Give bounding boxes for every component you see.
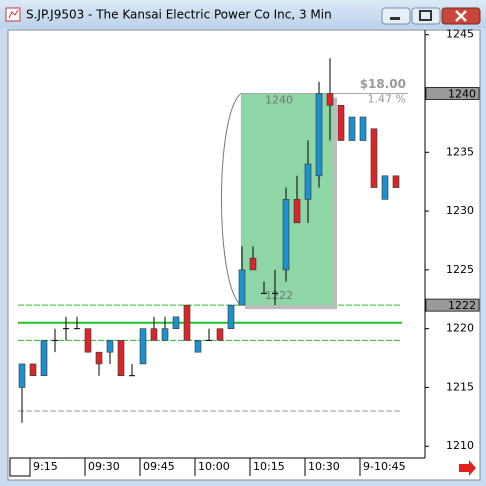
y-tick-label: 1235	[446, 145, 474, 158]
measure-arc	[221, 93, 242, 306]
candle-body	[95, 351, 103, 365]
candle-body	[40, 340, 48, 376]
x-tick-label: 10:00	[198, 460, 230, 473]
x-tick-label: 09:30	[88, 460, 120, 473]
candle-body	[106, 340, 114, 353]
minimize-button[interactable]	[381, 7, 411, 25]
window-title: S.JP.J9503 - The Kansai Electric Power C…	[26, 8, 332, 22]
price-tag	[425, 86, 480, 100]
candle-body	[172, 316, 180, 329]
y-tick-label: 1215	[446, 380, 474, 393]
candle-body	[18, 363, 26, 388]
price-tag	[425, 298, 480, 312]
x-tick-label: 10:30	[308, 460, 340, 473]
close-glyph	[455, 10, 467, 22]
y-tick-label: 1225	[446, 263, 474, 276]
corner-box[interactable]	[9, 457, 31, 477]
y-tick-label: 1220	[446, 322, 474, 335]
candle-body	[227, 304, 235, 329]
x-tick-label: 9-10:45	[363, 460, 406, 473]
candle-body	[84, 328, 92, 353]
candle-body	[117, 340, 125, 376]
candle-body	[194, 340, 202, 353]
candle-body	[238, 269, 246, 306]
x-tick-label: 10:15	[253, 460, 285, 473]
price-tag-label: 1240	[448, 87, 476, 100]
maximize-glyph	[419, 10, 432, 21]
candle-body	[161, 328, 169, 341]
candle-body	[337, 104, 345, 141]
measure-change: $18.00	[360, 77, 406, 91]
candle-body	[304, 163, 312, 200]
candle-body	[29, 363, 37, 376]
x-tick-label: 09:45	[143, 460, 175, 473]
y-tick-label: 1210	[446, 439, 474, 452]
y-tick-label: 1245	[446, 28, 474, 41]
candle-body	[282, 199, 290, 271]
measure-percent: 1.47 %	[368, 92, 406, 105]
candle-body	[370, 128, 378, 188]
candle-body	[381, 175, 389, 200]
candle-body	[392, 175, 400, 188]
candle-body	[139, 328, 147, 365]
price-tag-label: 1222	[448, 299, 476, 312]
measure-to-label: 1240	[265, 93, 293, 106]
candle-body	[249, 257, 257, 271]
app-icon-glyph	[8, 9, 19, 19]
candle-body	[150, 328, 158, 341]
candle-body	[326, 93, 334, 106]
y-tick-label: 1230	[446, 204, 474, 217]
scroll-arrow[interactable]	[459, 460, 476, 476]
minimize-glyph	[390, 17, 400, 20]
candle-body	[348, 116, 356, 141]
candle-body	[293, 199, 301, 224]
candle-body	[315, 93, 323, 177]
measure-from-label: 1222	[265, 289, 293, 302]
candle-body	[216, 328, 224, 341]
candle-body	[183, 304, 191, 341]
x-tick-label: 9:15	[33, 460, 58, 473]
candle-body	[359, 116, 367, 141]
